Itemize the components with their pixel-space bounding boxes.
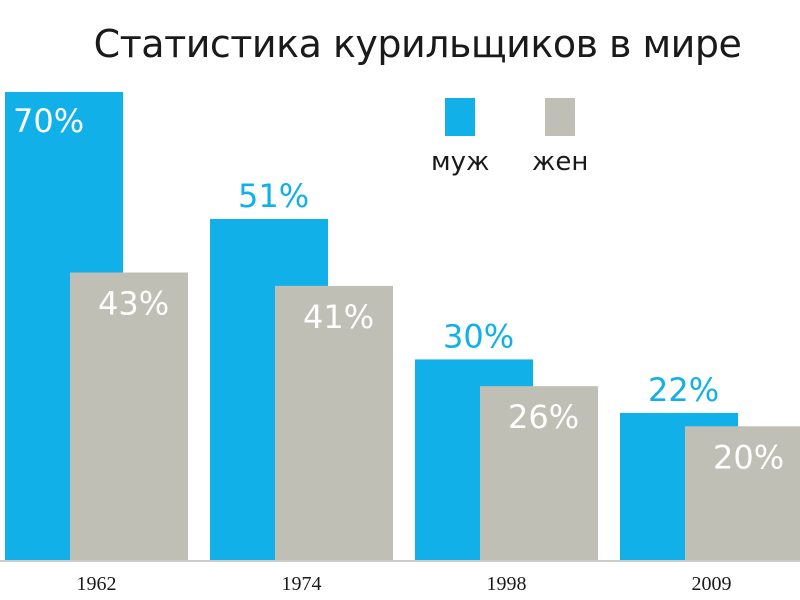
x-tick-1974: 1974 bbox=[282, 573, 322, 595]
legend-swatch-male bbox=[445, 98, 475, 136]
legend-label-male: муж bbox=[431, 147, 489, 177]
bar-female-1998 bbox=[480, 386, 598, 560]
labels-layer: 70% 43% 51% 41% 30% 26% 22% 20% bbox=[13, 102, 784, 476]
data-label-male-1962: 70% bbox=[13, 102, 84, 140]
x-tick-2009: 2009 bbox=[692, 573, 732, 595]
data-label-female-2009: 20% bbox=[713, 438, 784, 476]
bar-female-1962 bbox=[70, 272, 188, 560]
chart-title: Статистика курильщиков в мире bbox=[93, 22, 742, 66]
data-label-male-1998: 30% bbox=[443, 317, 514, 355]
data-label-male-1974: 51% bbox=[238, 177, 309, 215]
legend: муж жен bbox=[431, 98, 588, 177]
legend-label-female: жен bbox=[532, 147, 588, 177]
data-label-male-2009: 22% bbox=[648, 371, 719, 409]
bars-layer bbox=[5, 92, 800, 560]
legend-swatch-female bbox=[545, 98, 575, 136]
data-label-female-1974: 41% bbox=[303, 298, 374, 336]
x-tick-1962: 1962 bbox=[77, 573, 117, 595]
bar-female-1974 bbox=[275, 285, 393, 560]
bar-female-2009 bbox=[685, 426, 800, 560]
x-axis-ticks: 1962 1974 1998 2009 bbox=[0, 560, 800, 595]
data-label-female-1962: 43% bbox=[98, 285, 169, 323]
data-label-female-1998: 26% bbox=[508, 398, 579, 436]
x-tick-1998: 1998 bbox=[487, 573, 527, 595]
